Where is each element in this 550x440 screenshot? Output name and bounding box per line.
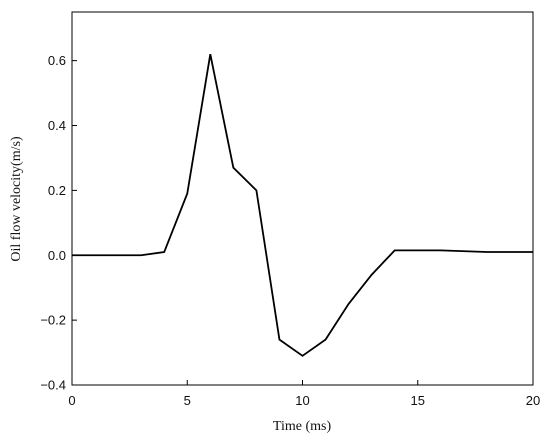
y-axis-title: Oil flow velocity(m/s)	[9, 136, 24, 262]
y-tick-label: 0.4	[48, 118, 66, 133]
x-tick-label: 20	[526, 393, 540, 408]
y-tick-label: 0.2	[48, 183, 66, 198]
y-tick-label: −0.2	[40, 313, 66, 328]
series-line	[72, 53, 533, 357]
y-tick-label: −0.4	[40, 378, 66, 393]
x-tick-label: 5	[184, 393, 191, 408]
plot-area-frame	[71, 11, 534, 386]
x-axis: 0 5 10 15 20	[68, 380, 540, 408]
x-tick-label: 10	[295, 393, 309, 408]
y-axis: −0.4 −0.2 0.0 0.2 0.4 0.6	[40, 53, 77, 393]
x-tick-label: 15	[411, 393, 425, 408]
x-axis-title: Time (ms)	[273, 419, 332, 434]
y-tick-label: 0.6	[48, 53, 66, 68]
y-tick-label: 0.0	[48, 248, 66, 263]
x-tick-label: 0	[68, 393, 75, 408]
series-layer	[72, 53, 533, 357]
